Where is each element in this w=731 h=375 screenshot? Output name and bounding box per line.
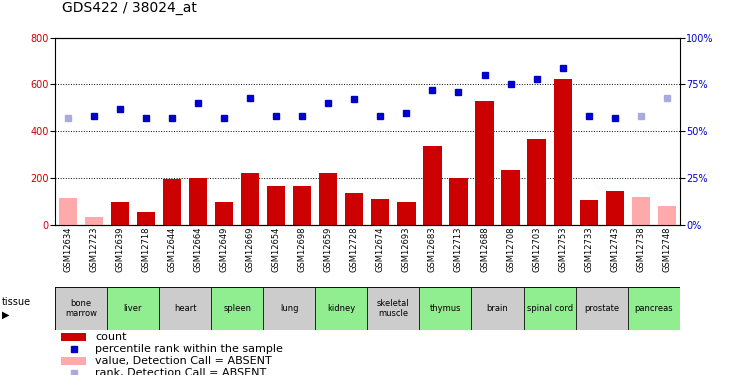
Bar xyxy=(371,199,390,225)
Text: liver: liver xyxy=(124,304,143,313)
Bar xyxy=(658,206,676,225)
Text: GDS422 / 38024_at: GDS422 / 38024_at xyxy=(62,1,197,15)
Bar xyxy=(159,287,211,330)
Text: GSM12733: GSM12733 xyxy=(584,226,593,272)
Bar xyxy=(315,287,367,330)
Bar xyxy=(61,357,86,365)
Text: GSM12674: GSM12674 xyxy=(376,226,385,272)
Bar xyxy=(580,200,598,225)
Text: GSM12639: GSM12639 xyxy=(115,226,124,272)
Text: GSM12713: GSM12713 xyxy=(454,226,463,272)
Bar xyxy=(523,287,575,330)
Text: value, Detection Call = ABSENT: value, Detection Call = ABSENT xyxy=(96,356,272,366)
Bar xyxy=(85,217,103,225)
Bar xyxy=(423,147,442,225)
Bar xyxy=(528,140,546,225)
Text: prostate: prostate xyxy=(584,304,619,313)
Bar xyxy=(55,287,107,330)
Bar xyxy=(605,191,624,225)
Bar xyxy=(263,287,315,330)
Text: GSM12698: GSM12698 xyxy=(298,226,307,272)
Text: GSM12664: GSM12664 xyxy=(194,226,202,272)
Text: kidney: kidney xyxy=(327,304,355,313)
Bar xyxy=(241,173,260,225)
Bar xyxy=(107,287,159,330)
Bar xyxy=(137,212,155,225)
Bar xyxy=(420,287,471,330)
Bar xyxy=(189,178,207,225)
Bar xyxy=(632,197,650,225)
Bar xyxy=(397,202,415,225)
Bar xyxy=(367,287,420,330)
Text: GSM12708: GSM12708 xyxy=(506,226,515,272)
Text: GSM12748: GSM12748 xyxy=(662,226,671,272)
Bar xyxy=(345,194,363,225)
Bar xyxy=(61,333,86,341)
Bar xyxy=(471,287,523,330)
Bar xyxy=(553,78,572,225)
Bar xyxy=(58,198,77,225)
Text: GSM12669: GSM12669 xyxy=(246,226,254,272)
Text: GSM12718: GSM12718 xyxy=(142,226,151,272)
Bar xyxy=(215,202,233,225)
Text: brain: brain xyxy=(487,304,509,313)
Text: count: count xyxy=(96,332,127,342)
Text: GSM12728: GSM12728 xyxy=(350,226,359,272)
Text: rank, Detection Call = ABSENT: rank, Detection Call = ABSENT xyxy=(96,368,267,375)
Text: GSM12634: GSM12634 xyxy=(64,226,72,272)
Bar xyxy=(267,186,285,225)
Text: lung: lung xyxy=(280,304,298,313)
Text: tissue: tissue xyxy=(2,297,31,307)
Text: GSM12659: GSM12659 xyxy=(324,226,333,272)
Text: GSM12683: GSM12683 xyxy=(428,226,437,272)
Text: skeletal
muscle: skeletal muscle xyxy=(377,299,409,318)
Text: GSM12693: GSM12693 xyxy=(402,226,411,272)
Text: GSM12753: GSM12753 xyxy=(558,226,567,272)
Text: GSM12688: GSM12688 xyxy=(480,226,489,272)
Text: GSM12644: GSM12644 xyxy=(167,226,176,272)
Text: heart: heart xyxy=(174,304,197,313)
Bar xyxy=(163,179,181,225)
Bar xyxy=(628,287,680,330)
Bar xyxy=(111,202,129,225)
Bar xyxy=(211,287,263,330)
Text: ▶: ▶ xyxy=(2,310,10,320)
Bar xyxy=(475,101,493,225)
Text: pancreas: pancreas xyxy=(635,304,673,313)
Text: GSM12654: GSM12654 xyxy=(272,226,281,272)
Bar xyxy=(450,178,468,225)
Text: GSM12649: GSM12649 xyxy=(219,226,229,272)
Bar xyxy=(575,287,628,330)
Text: bone
marrow: bone marrow xyxy=(65,299,97,318)
Bar xyxy=(501,170,520,225)
Text: thymus: thymus xyxy=(430,304,461,313)
Text: spleen: spleen xyxy=(223,304,251,313)
Text: spinal cord: spinal cord xyxy=(526,304,572,313)
Bar xyxy=(319,173,338,225)
Text: GSM12703: GSM12703 xyxy=(532,226,541,272)
Text: GSM12743: GSM12743 xyxy=(610,226,619,272)
Bar xyxy=(293,186,311,225)
Text: GSM12723: GSM12723 xyxy=(89,226,99,272)
Text: percentile rank within the sample: percentile rank within the sample xyxy=(96,344,284,354)
Text: GSM12738: GSM12738 xyxy=(636,226,645,272)
